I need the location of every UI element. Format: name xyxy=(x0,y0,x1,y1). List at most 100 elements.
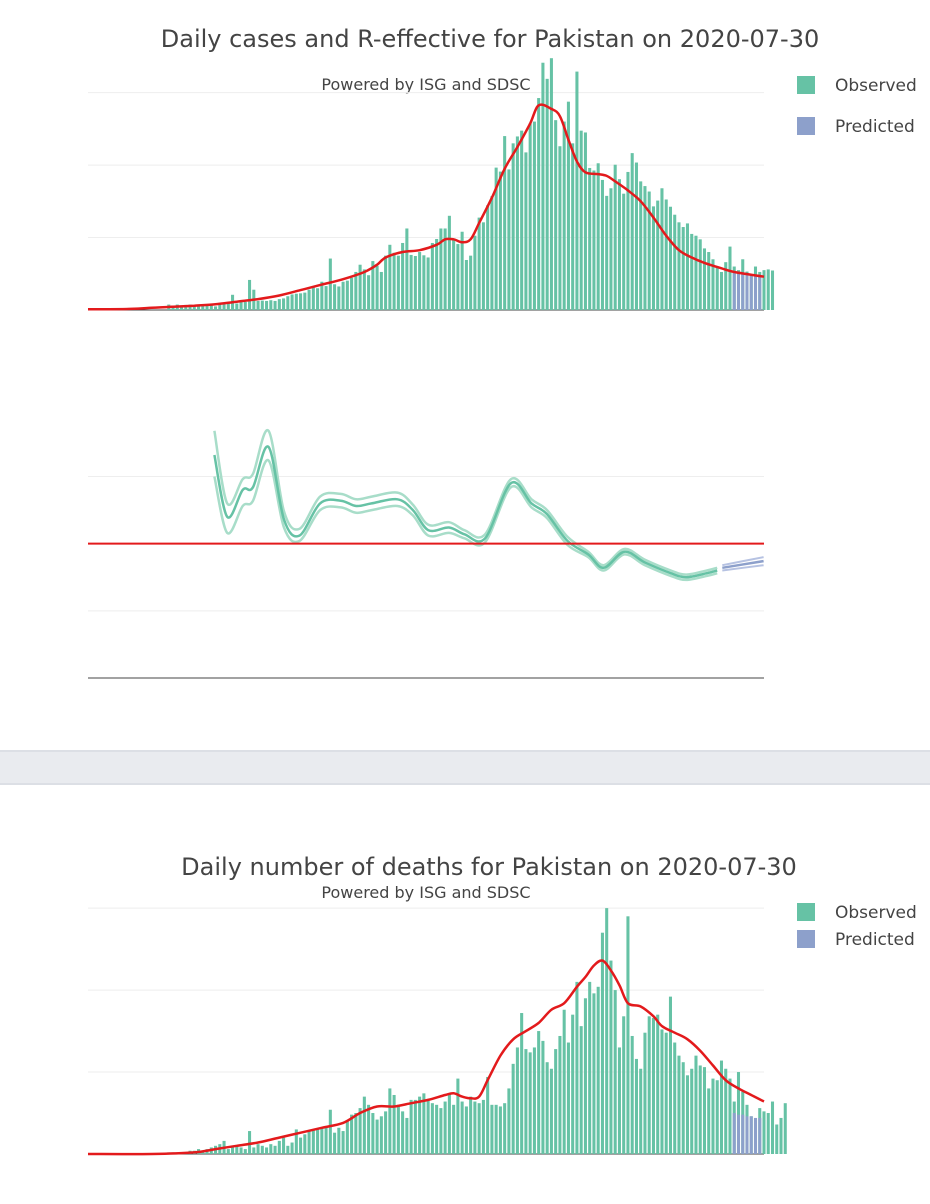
observed-bar xyxy=(362,1096,366,1154)
observed-bar xyxy=(592,170,596,310)
observed-bar xyxy=(430,242,434,310)
observed-bar xyxy=(379,1116,383,1154)
observed-bar xyxy=(634,162,638,310)
observed-bar xyxy=(273,300,277,310)
observed-bar xyxy=(783,1103,787,1154)
observed-bar xyxy=(188,304,192,310)
observed-bar xyxy=(736,1072,741,1154)
predicted-bar xyxy=(741,1114,745,1154)
legend-predicted-swatch[interactable] xyxy=(797,117,815,135)
observed-bar xyxy=(681,1062,685,1154)
predicted-bar xyxy=(736,273,741,310)
observed-bar xyxy=(690,1068,694,1154)
observed-bar xyxy=(430,1103,434,1154)
observed-bar xyxy=(779,1117,783,1154)
observed-bar xyxy=(605,195,609,310)
legend-observed-swatch[interactable] xyxy=(797,903,815,921)
cases-legend[interactable]: Observed Predicted xyxy=(797,76,917,137)
observed-bar xyxy=(494,167,498,310)
observed-bar xyxy=(724,262,728,310)
predicted-bar xyxy=(753,1117,758,1154)
predicted-bar xyxy=(758,1117,762,1154)
observed-bar xyxy=(643,1032,647,1154)
observed-bar xyxy=(668,996,672,1154)
observed-bar xyxy=(388,244,392,310)
observed-bar xyxy=(464,260,468,310)
observed-bar xyxy=(715,266,719,310)
observed-bar xyxy=(277,299,281,310)
observed-bar xyxy=(583,998,587,1154)
observed-bar xyxy=(345,1121,349,1154)
observed-bar xyxy=(324,286,328,310)
legend-observed-swatch[interactable] xyxy=(797,76,815,94)
observed-bar xyxy=(375,1119,379,1154)
observed-bar xyxy=(609,188,613,310)
observed-bar xyxy=(596,986,600,1154)
cases-r-effective-figure: Daily cases and R-effective for Pakistan… xyxy=(87,25,917,679)
r-predicted-lower xyxy=(722,564,764,572)
observed-bar xyxy=(711,1078,715,1154)
observed-bar xyxy=(311,1129,315,1154)
observed-bar xyxy=(256,300,260,310)
observed-bar xyxy=(626,916,630,1154)
observed-bar xyxy=(337,286,341,310)
predicted-bar xyxy=(741,274,745,310)
observed-bar xyxy=(664,1032,668,1154)
observed-bar xyxy=(490,1104,494,1154)
observed-bar xyxy=(337,1127,341,1154)
observed-bar xyxy=(762,1111,766,1154)
observed-bar xyxy=(677,1055,681,1154)
observed-bar xyxy=(617,179,621,310)
predicted-bar xyxy=(749,275,753,310)
observed-bar xyxy=(197,306,201,310)
observed-bar xyxy=(562,1009,566,1154)
predicted-bar xyxy=(732,271,736,310)
observed-bar xyxy=(766,1113,770,1154)
observed-bar xyxy=(375,265,379,310)
predicted-bar xyxy=(753,276,758,310)
observed-bar xyxy=(707,1088,711,1154)
observed-bar xyxy=(311,287,315,310)
observed-bar xyxy=(728,246,732,310)
observed-bar xyxy=(673,1042,677,1154)
predicted-bar xyxy=(758,277,762,310)
predicted-bar xyxy=(749,1116,753,1154)
observed-bar xyxy=(724,1068,728,1154)
observed-bar xyxy=(456,1078,460,1154)
observed-bar xyxy=(541,62,545,310)
legend-observed-label[interactable]: Observed xyxy=(835,903,917,923)
observed-bar xyxy=(260,300,264,310)
observed-bar xyxy=(592,993,596,1154)
observed-bar xyxy=(762,270,766,310)
observed-bar xyxy=(231,1147,235,1154)
deaths-legend[interactable]: Observed Predicted xyxy=(797,903,917,950)
observed-bar xyxy=(460,231,464,310)
observed-bar xyxy=(494,1104,498,1154)
observed-bar xyxy=(439,1108,443,1154)
observed-bar xyxy=(290,294,294,310)
observed-bar xyxy=(639,1068,643,1154)
observed-bar xyxy=(588,167,592,310)
legend-predicted-swatch[interactable] xyxy=(797,930,815,948)
observed-bar xyxy=(528,123,532,311)
observed-bar xyxy=(401,1111,405,1154)
legend-predicted-label[interactable]: Predicted xyxy=(835,117,915,137)
observed-bar xyxy=(528,1052,532,1154)
smoothed-cases-line xyxy=(87,103,765,311)
observed-bar xyxy=(299,293,303,310)
observed-bar xyxy=(265,1147,269,1154)
observed-bar xyxy=(218,303,222,310)
observed-bar xyxy=(549,58,553,311)
observed-bar xyxy=(418,252,422,310)
legend-observed-label[interactable]: Observed xyxy=(835,76,917,96)
observed-bar xyxy=(549,1068,553,1154)
legend-predicted-label[interactable]: Predicted xyxy=(835,930,915,950)
observed-bar xyxy=(277,1140,281,1154)
observed-bar xyxy=(409,1099,413,1154)
observed-bar xyxy=(507,169,511,310)
observed-bar xyxy=(328,258,332,310)
observed-bar xyxy=(503,136,507,310)
observed-bar xyxy=(307,289,311,310)
observed-bar xyxy=(728,1078,732,1154)
predicted-bar xyxy=(745,1116,749,1154)
